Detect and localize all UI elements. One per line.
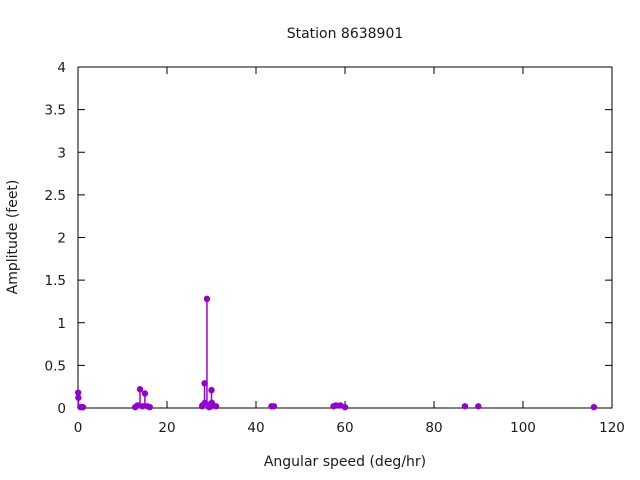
y-tick-label: 0: [57, 401, 66, 417]
y-tick-label: 2: [57, 231, 66, 247]
data-point: [79, 403, 87, 411]
data-point: [139, 403, 146, 410]
axis-tick-labels: 0 20 40 60 80 100 120 0 0.5 1 1.5 2 2.5 3 3.5 4: [45, 60, 625, 436]
data-point: [270, 403, 278, 410]
x-tick-label: 0: [74, 420, 83, 436]
y-axis-title: Amplitude (feet): [5, 180, 21, 295]
data-point: [201, 380, 208, 387]
data-point: [141, 390, 149, 397]
x-tick-label: 80: [425, 420, 442, 436]
data-point: [134, 402, 141, 409]
y-tick-label: 3.5: [45, 103, 66, 119]
data-point: [341, 403, 349, 411]
axis-ticks: [77, 66, 613, 409]
data-point: [461, 403, 469, 410]
data-point: [75, 394, 82, 401]
y-tick-label: 3: [57, 145, 66, 161]
y-tick-label: 2.5: [45, 188, 66, 204]
data-point: [590, 403, 598, 411]
y-tick-label: 4: [57, 60, 66, 76]
data-point: [74, 389, 82, 396]
y-tick-label: 0.5: [45, 358, 66, 374]
data-series: [74, 295, 598, 411]
y-tick-label: 1.5: [45, 273, 66, 289]
x-tick-label: 120: [599, 420, 625, 436]
data-point: [203, 295, 211, 303]
data-point: [136, 386, 144, 393]
x-tick-label: 20: [158, 420, 175, 436]
data-point: [332, 402, 340, 409]
x-tick-label: 100: [510, 420, 536, 436]
data-point: [212, 403, 220, 410]
x-tick-label: 40: [247, 420, 264, 436]
plot-border: [77, 66, 613, 409]
data-point: [146, 403, 154, 411]
x-tick-label: 60: [336, 420, 353, 436]
x-axis-title: Angular speed (deg/hr): [264, 454, 426, 470]
y-tick-label: 1: [57, 316, 66, 332]
chart-title: Station 8638901: [287, 26, 404, 42]
data-point: [208, 386, 215, 394]
data-point: [475, 403, 482, 410]
